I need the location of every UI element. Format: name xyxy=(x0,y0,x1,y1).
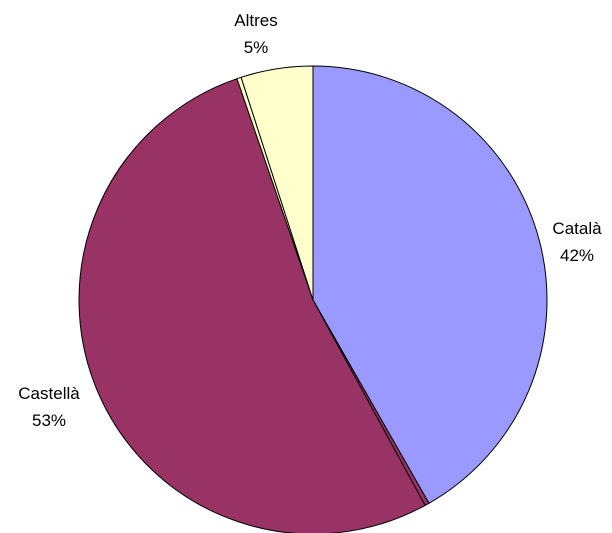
label-catala-name: Català xyxy=(552,219,602,238)
pie-slice-castella xyxy=(78,78,426,533)
pie-slices xyxy=(78,65,548,533)
label-catala-percent: 42% xyxy=(560,246,594,265)
label-altres-percent: 5% xyxy=(244,38,269,57)
pie-labels: Català 42% Castellà 53% Altres 5% xyxy=(18,11,602,430)
pie-slice-altres xyxy=(240,65,314,301)
label-castella-percent: 53% xyxy=(32,411,66,430)
label-altres-name: Altres xyxy=(234,11,277,30)
pie-slice-catala xyxy=(312,65,548,504)
label-castella-name: Castellà xyxy=(18,384,80,403)
